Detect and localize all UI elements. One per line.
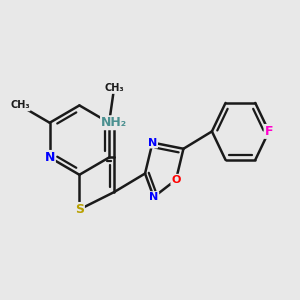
Text: NH₂: NH₂ bbox=[101, 116, 127, 129]
Text: CH₃: CH₃ bbox=[104, 83, 124, 93]
Text: N: N bbox=[149, 192, 158, 202]
Text: N: N bbox=[148, 138, 157, 148]
Text: F: F bbox=[265, 125, 273, 138]
Text: S: S bbox=[75, 203, 84, 216]
Text: CH₃: CH₃ bbox=[10, 100, 30, 110]
Text: O: O bbox=[171, 175, 181, 185]
Text: N: N bbox=[44, 151, 55, 164]
